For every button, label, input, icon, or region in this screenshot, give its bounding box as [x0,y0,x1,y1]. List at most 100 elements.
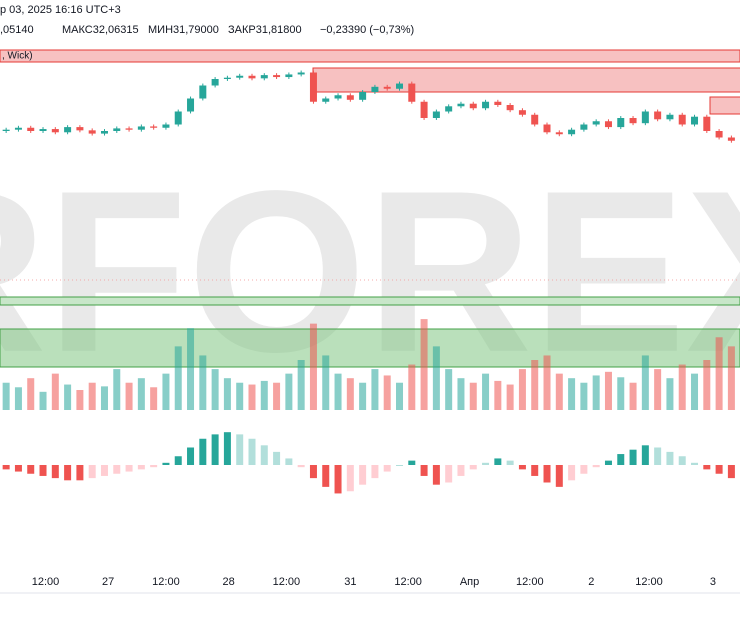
candle-body [568,129,576,135]
volume-bar [248,384,256,410]
supply-zone [0,49,740,63]
volume-bar [174,346,182,410]
volume-bar [2,382,10,410]
volume-bar [236,382,244,410]
oscillator-bar [555,465,563,487]
candle-body [457,103,465,107]
candle-body [199,85,207,99]
volume-bar [309,323,317,410]
volume-bar [580,382,588,410]
oscillator-bar [604,460,612,465]
oscillator-bar [113,465,121,474]
volume-bar [334,373,342,410]
volume-bar [445,369,453,410]
candle-body [518,110,526,115]
volume-bar [396,382,404,410]
oscillator-bar [494,458,502,465]
candle-body [629,118,637,124]
oscillator-bar [211,434,219,465]
oscillator-bar [260,445,268,465]
volume-bar [617,377,625,410]
header-open: ,05140 [0,24,34,36]
volume-bar [654,369,662,410]
candle-body [359,92,367,100]
candle-body [482,101,490,109]
candle-body [727,137,735,141]
volume-bar [371,369,379,410]
volume-bar [531,360,539,410]
oscillator-bar [88,465,96,479]
volume-bar [150,387,158,410]
volume-bar [125,382,133,410]
oscillator-bar [14,465,22,472]
oscillator-bar [248,438,256,465]
oscillator-bar [469,465,477,470]
oscillator-bar [187,447,195,465]
oscillator-bar [371,465,379,479]
volume-bar [285,373,293,410]
oscillator-bar [482,462,490,465]
volume-bar [346,378,354,410]
oscillator-bar [432,465,440,485]
x-tick-label: 27 [102,576,114,588]
volume-bar [297,360,305,410]
candle-body [76,127,84,131]
x-tick-label: 3 [710,576,716,588]
volume-bar [691,373,699,410]
oscillator-bar [100,465,108,476]
oscillator-bar [273,451,281,465]
candle-body [666,114,674,120]
x-tick-label: 12:00 [273,576,301,588]
volume-bar [469,382,477,410]
header-close: ЗАКР31,81800 [228,24,302,36]
volume-bar [273,382,281,410]
volume-bar [137,378,145,410]
candle-body [51,129,59,133]
volume-bar [592,375,600,410]
volume-bar [27,378,35,410]
oscillator-bar [199,438,207,465]
demand-zone [0,328,740,368]
volume-bar [14,387,22,410]
oscillator-bar [408,460,416,465]
volume-bar [39,391,47,410]
oscillator-bar [396,465,404,466]
volume-bar [568,378,576,410]
volume-bar [518,369,526,410]
volume-bar [506,384,514,410]
volume-bar [604,371,612,410]
volume-bar [666,378,674,410]
oscillator-bar [568,465,576,481]
oscillator-bar [617,454,625,465]
oscillator-bar [457,465,465,476]
oscillator-bar [703,465,711,470]
candle-body [248,75,256,79]
volume-bar [482,373,490,410]
candle-body [445,106,453,112]
candle-body [580,124,588,130]
oscillator-bar [334,465,342,494]
oscillator-bar [150,465,158,468]
candle-body [125,128,133,130]
volume-bar [715,337,723,410]
oscillator-bar [629,449,637,465]
volume-bar [223,378,231,410]
x-tick-label: Апр [460,576,479,588]
header-date: р 03, 2025 16:16 UTC+3 [0,4,121,16]
volume-bar [629,382,637,410]
oscillator-bar [727,465,735,479]
candle-body [309,72,317,102]
oscillator-bar [359,465,367,485]
candle-body [39,129,47,131]
candle-body [604,121,612,128]
oscillator-bar [518,465,526,470]
volume-bar [678,364,686,410]
candle-body [137,126,145,130]
candle-body [678,114,686,125]
volume-bar [51,373,59,410]
x-tick-label: 28 [223,576,235,588]
volume-bar [187,328,195,410]
candle-body [703,116,711,131]
volume-bar [432,346,440,410]
oscillator-bar [654,447,662,465]
